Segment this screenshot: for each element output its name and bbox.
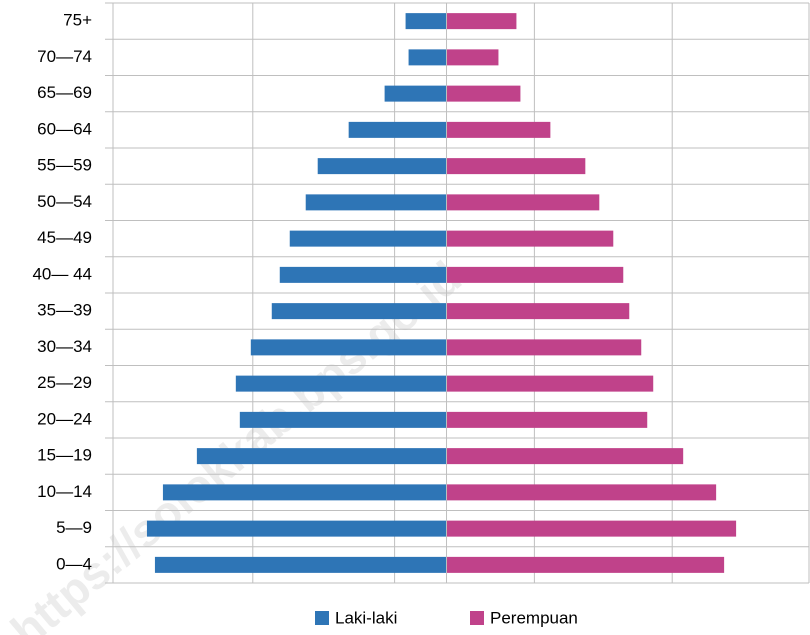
y-tick-label: 20—24 bbox=[37, 409, 92, 428]
y-tick-label: 15—19 bbox=[37, 446, 92, 465]
bar bbox=[446, 339, 642, 356]
bar bbox=[162, 484, 447, 501]
legend-label: Perempuan bbox=[490, 608, 578, 627]
bar bbox=[446, 85, 521, 102]
bar bbox=[446, 411, 648, 428]
bar bbox=[384, 85, 447, 102]
y-tick-label: 10—14 bbox=[37, 482, 92, 501]
bar bbox=[289, 230, 447, 247]
y-tick-label: 60—64 bbox=[37, 119, 92, 138]
bar bbox=[446, 375, 654, 392]
legend-swatch bbox=[470, 611, 484, 625]
bar bbox=[446, 448, 684, 465]
bar bbox=[446, 194, 600, 211]
bar bbox=[446, 303, 630, 320]
bar bbox=[446, 520, 737, 537]
bar bbox=[446, 484, 717, 501]
y-tick-label: 40— 44 bbox=[32, 264, 92, 283]
bar bbox=[446, 121, 551, 138]
bar bbox=[446, 556, 725, 573]
y-tick-label: 30—34 bbox=[37, 337, 92, 356]
y-tick-label: 35—39 bbox=[37, 301, 92, 320]
y-tick-label: 5—9 bbox=[56, 518, 92, 537]
bar bbox=[446, 230, 614, 247]
bar bbox=[348, 121, 447, 138]
bar bbox=[446, 266, 624, 283]
legend-label: Laki-laki bbox=[335, 608, 397, 627]
y-tick-label: 50—54 bbox=[37, 192, 92, 211]
bar bbox=[196, 448, 447, 465]
bar bbox=[250, 339, 447, 356]
bar bbox=[408, 49, 447, 66]
bar bbox=[279, 266, 447, 283]
y-tick-label: 25—29 bbox=[37, 373, 92, 392]
y-tick-label: 70—74 bbox=[37, 47, 92, 66]
bar bbox=[146, 520, 447, 537]
y-tick-label: 75+ bbox=[63, 11, 92, 30]
bar bbox=[446, 13, 517, 30]
bar bbox=[154, 556, 447, 573]
y-tick-label: 45—49 bbox=[37, 228, 92, 247]
y-tick-label: 55—59 bbox=[37, 156, 92, 175]
legend-swatch bbox=[315, 611, 329, 625]
bar bbox=[446, 158, 586, 175]
bar bbox=[405, 13, 447, 30]
bar bbox=[271, 303, 447, 320]
bar bbox=[317, 158, 447, 175]
bar bbox=[446, 49, 499, 66]
y-tick-label: 0—4 bbox=[56, 554, 92, 573]
bar bbox=[239, 411, 447, 428]
y-tick-label: 65—69 bbox=[37, 83, 92, 102]
bar bbox=[305, 194, 447, 211]
bar bbox=[235, 375, 447, 392]
